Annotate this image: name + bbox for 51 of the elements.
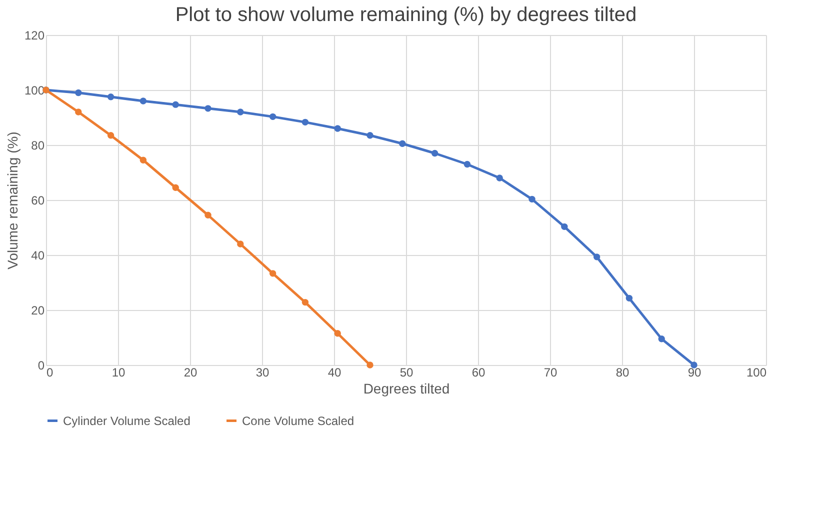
point (172, 184, 179, 191)
point (528, 196, 536, 203)
y-tick-label: 20 (31, 304, 45, 318)
point (464, 160, 471, 168)
x-tick-label: 80 (616, 366, 630, 380)
x-tick-label: 100 (746, 366, 767, 380)
y-axis-title: Volume remaining (%) (4, 132, 20, 270)
point (334, 125, 341, 132)
point (334, 330, 341, 337)
point (140, 98, 147, 104)
x-tick-label: 0 (46, 366, 54, 380)
x-tick-label: 50 (400, 366, 414, 380)
legend-label: Cylinder Volume Scaled (63, 414, 190, 428)
point (204, 212, 212, 218)
point (302, 298, 309, 306)
x-tick-label: 20 (184, 366, 198, 380)
x-tick-label: 60 (472, 366, 486, 380)
point (366, 132, 374, 139)
point (626, 294, 633, 302)
x-tick-label: 40 (328, 366, 342, 380)
point (399, 140, 406, 147)
point (269, 113, 276, 120)
point (496, 174, 503, 182)
y-tick-label: 60 (31, 194, 45, 208)
point (593, 254, 600, 260)
y-tick-label: 120 (24, 28, 45, 42)
point (658, 336, 665, 342)
point (75, 89, 82, 96)
x-axis-title: Degrees tilted (363, 380, 450, 396)
legend-label: Cone Volume Scaled (242, 414, 354, 428)
x-tick-label: 30 (256, 366, 270, 380)
point (237, 108, 244, 116)
point (107, 94, 114, 100)
y-tick-label: 40 (31, 248, 45, 262)
point (561, 223, 568, 230)
x-tick-label: 90 (688, 366, 702, 380)
y-tick-label: 80 (31, 138, 45, 152)
point (302, 118, 309, 126)
point (75, 108, 82, 116)
x-tick-label: 70 (544, 366, 558, 380)
point (431, 150, 438, 157)
point (690, 362, 698, 368)
point (269, 270, 276, 277)
point (140, 156, 147, 164)
x-tick-label: 10 (112, 366, 126, 380)
point (172, 101, 179, 108)
point (107, 132, 114, 139)
chart-title: Plot to show volume remaining (%) by degrees tilted (175, 4, 637, 26)
point (366, 362, 374, 368)
point (237, 240, 244, 248)
point (204, 105, 212, 112)
